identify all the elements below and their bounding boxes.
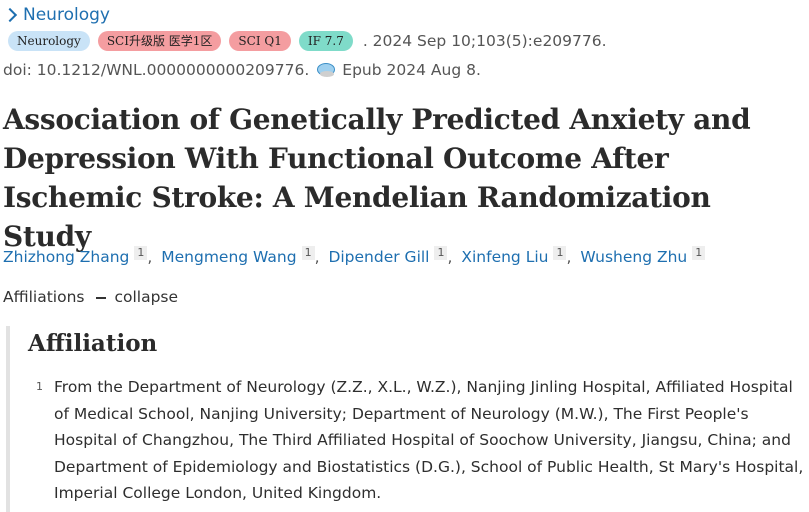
affiliation-number: 1 [36,380,43,393]
author-item: Xinfeng Liu 1, [461,246,575,266]
affiliation-heading: Affiliation [28,330,158,357]
chevron-right-icon [2,7,18,23]
author-list: Zhizhong Zhang 1, Mengmeng Wang 1, Dipende… [3,246,706,266]
impact-factor-badge: IF 7.7 [298,31,353,51]
author-item: Dipender Gill 1, [328,246,456,266]
author-item: Zhizhong Zhang 1, [3,246,156,266]
author-link[interactable]: Wusheng Zhu [580,248,688,266]
author-item: Mengmeng Wang 1, [161,246,323,266]
author-item: Wusheng Zhu 1 [580,246,706,266]
author-link[interactable]: Mengmeng Wang [161,248,297,266]
affiliation-ref[interactable]: 1 [134,246,148,260]
journal-link[interactable]: Neurology [2,4,110,26]
author-separator: , [447,248,453,266]
sci-upgrade-badge: SCI升级版 医学1区 [97,31,222,51]
affiliation-ref[interactable]: 1 [553,246,567,260]
badges-row: Neurology SCI升级版 医学1区 SCI Q1 IF 7.7 . 20… [8,30,607,52]
article-title: Association of Genetically Predicted Anx… [3,103,751,253]
sci-q1-badge: SCI Q1 [229,31,291,51]
author-separator: , [147,248,153,266]
author-link[interactable]: Xinfeng Liu [461,248,549,266]
affiliation-ref[interactable]: 1 [301,246,315,260]
doi-row: doi: 10.1212/WNL.0000000000209776. Epub … [3,58,481,82]
doi-text: doi: 10.1212/WNL.0000000000209776. [3,61,310,79]
author-separator: , [566,248,572,266]
affiliation-text: From the Department of Neurology (Z.Z., … [54,378,804,502]
affiliations-label: Affiliations [3,288,85,306]
affiliation-panel: Affiliation 1 From the Department of Neu… [6,326,809,512]
collapse-link[interactable]: collapse [114,288,179,306]
author-link[interactable]: Dipender Gill [328,248,430,266]
author-separator: , [314,248,320,266]
citation-text: . 2024 Sep 10;103(5):e209776. [362,32,607,50]
affiliation-ref[interactable]: 1 [692,246,706,260]
minus-icon [96,296,107,299]
affiliations-toggle[interactable]: Affiliations collapse [3,288,178,306]
journal-badge: Neurology [8,31,90,51]
author-link[interactable]: Zhizhong Zhang [3,248,130,266]
journal-name[interactable]: Neurology [23,5,110,25]
epub-date: Epub 2024 Aug 8. [342,61,481,79]
affiliation-ref[interactable]: 1 [434,246,448,260]
epub-icon [316,62,336,78]
